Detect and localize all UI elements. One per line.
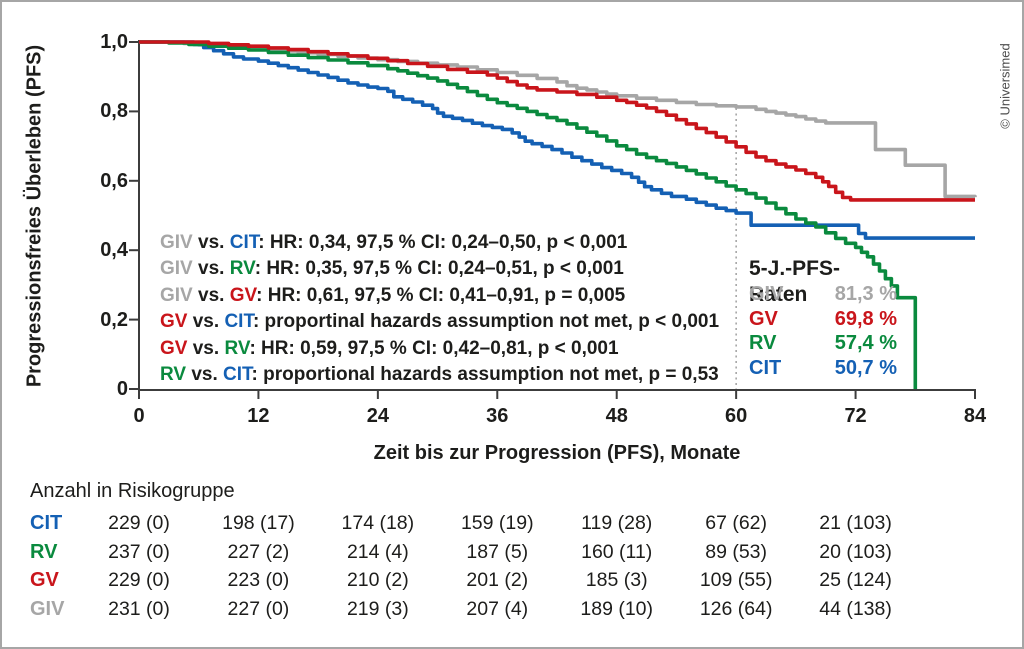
km-curve-cit <box>139 40 975 240</box>
km-curve-gv <box>139 40 975 202</box>
km-curve-rv <box>139 40 918 389</box>
